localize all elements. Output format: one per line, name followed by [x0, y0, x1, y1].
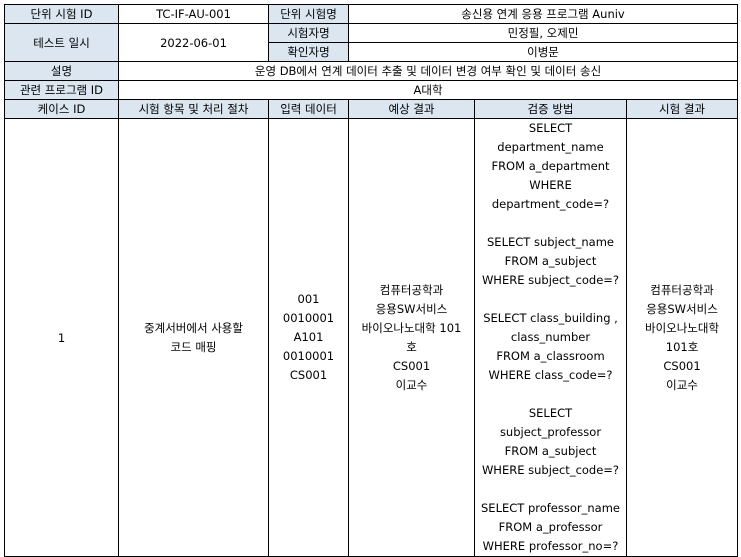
description-value: 운영 DB에서 연계 데이터 추출 및 데이터 변경 여부 확인 및 데이터 송… — [117, 61, 739, 81]
input-line: CS001 — [289, 368, 328, 382]
column-header-case-id: 케이스 ID — [4, 99, 119, 119]
program-id-label: 관련 프로그램 ID — [4, 80, 119, 100]
expected-line: 컴퓨터공학과 — [379, 282, 444, 297]
expected-cell: 컴퓨터공학과 응용SW서비스 바이오나노대학 101 호 CS001 이교수 — [348, 118, 475, 557]
procedure-line: 코드 매핑 — [170, 339, 217, 354]
tester-label: 시험자명 — [268, 23, 349, 43]
input-cell: 001 0010001 A101 0010001 CS001 — [268, 118, 349, 557]
column-header-input: 입력 데이터 — [268, 99, 349, 119]
program-id-value: A대학 — [117, 80, 739, 100]
procedure-line: 중계서버에서 사용할 — [144, 320, 243, 335]
result-line: 101호 — [665, 339, 699, 354]
unit-test-name-value: 송신용 연계 응용 프로그램 Auniv — [347, 4, 739, 24]
unit-test-id-value: TC-IF-AU-001 — [118, 4, 269, 24]
test-case-document: 단위 시험 ID TC-IF-AU-001 단위 시험명 송신용 연계 응용 프… — [4, 4, 739, 557]
verification-line: WHERE department_code=? — [491, 178, 610, 211]
input-line: 0010001 — [282, 311, 335, 325]
input-line: 0010001 — [282, 349, 335, 363]
verification-line: WHERE professor_no=? — [482, 539, 619, 553]
expected-line: 호 — [406, 339, 417, 354]
verification-line: WHERE class_code=? — [488, 368, 613, 382]
verification-line: FROM a_department — [491, 159, 610, 173]
result-line: 이교수 — [666, 377, 698, 392]
case-id-cell: 1 — [4, 118, 119, 557]
test-date-label: 테스트 일시 — [4, 23, 119, 62]
verification-line: FROM a_classroom — [496, 349, 605, 363]
verification-line: class_number — [510, 330, 591, 344]
expected-line: CS001 — [392, 358, 431, 373]
verification-spacer — [477, 290, 624, 309]
column-header-expected: 예상 결과 — [348, 99, 475, 119]
verification-line: FROM a_subject — [504, 444, 597, 458]
procedure-cell: 중계서버에서 사용할 코드 매핑 — [118, 118, 269, 557]
verification-line: SELECT subject_professor — [499, 406, 602, 439]
verification-line: SELECT department_name — [497, 121, 604, 154]
verification-line: SELECT class_building , — [483, 311, 618, 325]
test-case-table: 단위 시험 ID TC-IF-AU-001 단위 시험명 송신용 연계 응용 프… — [4, 4, 739, 557]
verification-line: SELECT professor_name — [481, 501, 620, 515]
unit-test-id-label: 단위 시험 ID — [4, 4, 119, 24]
input-line: A101 — [293, 330, 324, 344]
verification-line: WHERE subject_code=? — [481, 463, 620, 477]
verification-spacer — [477, 480, 624, 499]
verification-line: SELECT subject_name — [487, 235, 614, 249]
column-header-verification: 검증 방법 — [474, 99, 627, 119]
result-line: 컴퓨터공학과 — [650, 282, 714, 297]
reviewer-label: 확인자명 — [268, 42, 349, 62]
verification-spacer — [477, 385, 624, 404]
result-line: 응용SW서비스 — [646, 301, 718, 316]
expected-line: 응용SW서비스 — [375, 301, 448, 316]
verification-spacer — [477, 214, 624, 233]
verification-line: WHERE subject_code=? — [481, 273, 620, 287]
unit-test-name-label: 단위 시험명 — [268, 4, 349, 24]
table-row: 1 중계서버에서 사용할 코드 매핑 001 0010001 A101 0010… — [4, 118, 739, 557]
result-line: 바이오나노대학 — [644, 320, 720, 335]
expected-line: 바이오나노대학 101 — [361, 320, 462, 335]
description-label: 설명 — [4, 61, 119, 81]
verification-cell: SELECT department_name FROM a_department… — [474, 118, 627, 557]
result-cell: 컴퓨터공학과 응용SW서비스 바이오나노대학 101호 CS001 이교수 — [625, 118, 739, 557]
result-line: CS001 — [663, 358, 701, 373]
input-line: 001 — [297, 292, 320, 306]
verification-line: FROM a_professor — [498, 520, 603, 534]
tester-value: 민정필, 오제민 — [347, 23, 739, 43]
test-date-value: 2022-06-01 — [118, 23, 269, 62]
reviewer-value: 이병문 — [347, 42, 739, 62]
verification-line: FROM a_subject — [504, 254, 597, 268]
expected-line: 이교수 — [395, 377, 428, 392]
column-header-result: 시험 결과 — [625, 99, 739, 119]
column-header-procedure: 시험 항목 및 처리 절차 — [118, 99, 269, 119]
